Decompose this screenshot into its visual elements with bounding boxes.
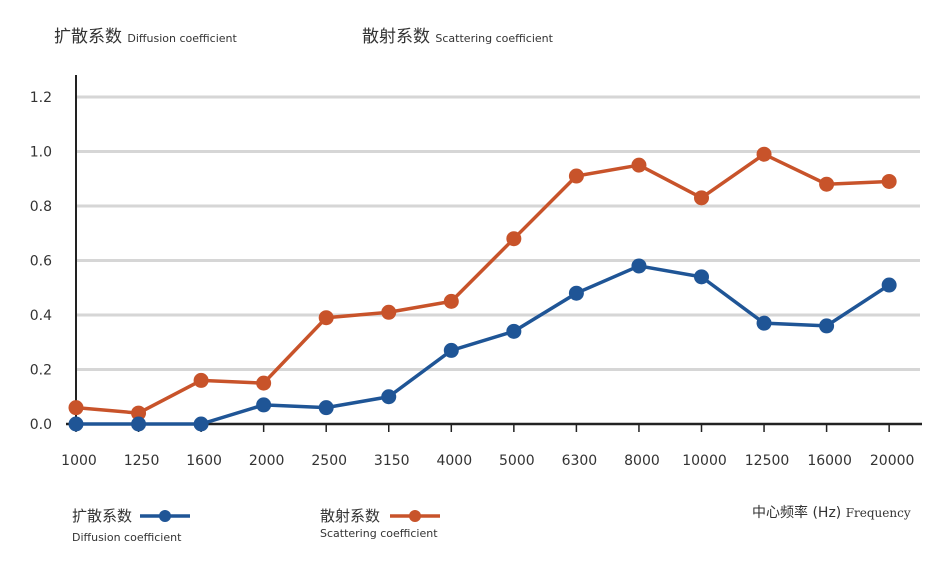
data-point: [131, 405, 147, 421]
data-point: [506, 231, 522, 247]
data-point: [881, 277, 897, 293]
header-scattering: 散射系数 Scattering coefficient: [362, 22, 553, 47]
y-tick-label: 0.8: [30, 199, 52, 215]
data-point: [318, 310, 334, 326]
legend-diffusion-en: Diffusion coefficient: [72, 531, 182, 544]
data-point: [881, 173, 897, 189]
data-point: [506, 323, 522, 339]
y-tick-label: 0.4: [30, 308, 52, 324]
x-tick-label: 2500: [311, 453, 347, 469]
data-point: [68, 416, 84, 432]
x-tick-label: 4000: [436, 453, 472, 469]
data-point: [819, 176, 835, 192]
header-diffusion-en: Diffusion coefficient: [127, 32, 237, 45]
data-point: [568, 168, 584, 184]
x-tick-label: 10000: [682, 453, 727, 469]
legend-marker: [159, 510, 171, 522]
x-tick-label: 16000: [807, 453, 852, 469]
x-tick-label: 8000: [624, 453, 660, 469]
legend-scattering-en: Scattering coefficient: [320, 527, 438, 540]
data-point: [68, 400, 84, 416]
y-tick-label: 0.2: [30, 363, 52, 379]
data-point: [819, 318, 835, 334]
header-diffusion: 扩散系数 Diffusion coefficient: [54, 22, 237, 47]
x-axis-label: 中心频率 (Hz) Frequency: [752, 502, 911, 522]
data-point: [193, 416, 209, 432]
y-tick-label: 0.0: [30, 417, 52, 433]
data-point: [694, 269, 709, 285]
header-diffusion-cn: 扩散系数: [54, 27, 122, 47]
y-tick-label: 1.0: [30, 145, 52, 161]
x-tick-label: 20000: [870, 453, 915, 469]
x-tick-label: 3150: [374, 453, 410, 469]
legend-diffusion-cn: 扩散系数: [72, 507, 133, 525]
data-point: [193, 372, 209, 388]
data-point: [318, 400, 334, 416]
x-axis-label-cn: 中心频率 (Hz): [752, 505, 842, 521]
data-point: [131, 416, 147, 432]
x-tick-label: 12500: [745, 453, 790, 469]
x-tick-label: 1250: [124, 453, 160, 469]
data-point: [631, 157, 647, 173]
data-point: [694, 190, 709, 206]
y-tick-label: 1.2: [30, 90, 52, 106]
data-point: [381, 304, 397, 320]
data-point: [443, 342, 459, 358]
data-point: [756, 146, 772, 162]
data-point: [568, 285, 584, 301]
legend-scattering-cn: 散射系数: [320, 507, 381, 525]
data-point: [256, 375, 272, 391]
data-point: [443, 293, 459, 309]
x-axis-label-en: Frequency: [845, 506, 911, 520]
series-line: [76, 264, 891, 426]
data-point: [256, 397, 272, 413]
legend-marker: [409, 510, 421, 522]
data-point: [756, 315, 772, 331]
x-tick-label: 6300: [562, 453, 598, 469]
series-line: [75, 152, 890, 415]
y-tick-label: 0.6: [30, 254, 52, 270]
x-tick-label: 5000: [499, 453, 535, 469]
x-tick-label: 1600: [186, 453, 222, 469]
data-point: [381, 389, 397, 405]
header-scattering-cn: 散射系数: [362, 27, 430, 47]
x-tick-label: 2000: [249, 453, 285, 469]
header-scattering-en: Scattering coefficient: [435, 32, 553, 45]
x-tick-label: 1000: [61, 453, 97, 469]
data-point: [631, 258, 647, 274]
